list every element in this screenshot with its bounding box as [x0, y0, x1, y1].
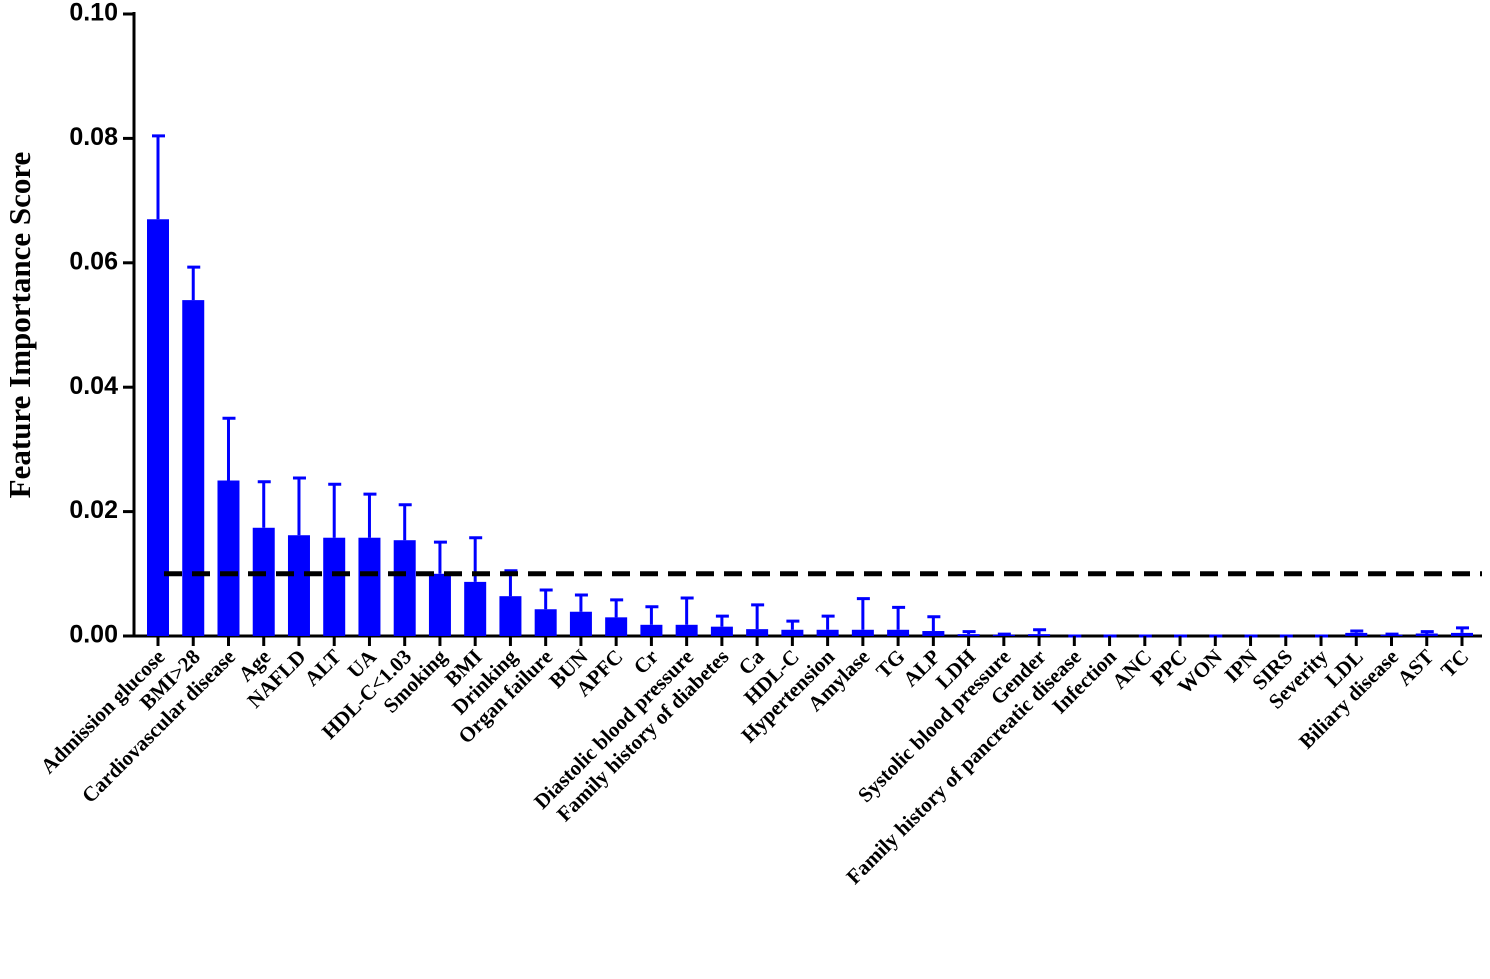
bar [1028, 634, 1051, 636]
bar [781, 629, 804, 636]
error-bar [610, 598, 624, 618]
error-bar [821, 614, 835, 630]
bar [182, 300, 205, 636]
error-bar [152, 134, 165, 220]
bar [252, 527, 275, 636]
bar [957, 634, 980, 636]
error-bar [398, 503, 412, 541]
bar [569, 611, 592, 636]
y-tick-label: 0.04 [69, 372, 118, 400]
bar [147, 219, 169, 636]
error-bar [363, 492, 377, 538]
bar [816, 629, 839, 636]
y-axis-label: Feature Importance Score [2, 152, 37, 499]
error-bar [962, 630, 976, 635]
error-bar [1420, 630, 1434, 634]
error-bar [257, 480, 271, 528]
bar [922, 631, 945, 636]
error-bar [222, 416, 236, 481]
error-bar [680, 596, 694, 625]
bar [428, 573, 451, 636]
bar [851, 629, 874, 636]
bar [217, 480, 240, 636]
bar [1451, 632, 1473, 636]
y-tick-label: 0.08 [69, 123, 118, 151]
bar [605, 617, 628, 636]
error-bar [1033, 628, 1047, 635]
error-bar [715, 614, 729, 627]
bar [393, 540, 416, 636]
bar [710, 626, 733, 636]
y-tick-label: 0.10 [69, 0, 118, 27]
error-bar [927, 615, 941, 632]
error-bar [1456, 626, 1469, 633]
bar [287, 535, 310, 636]
error-bar [292, 476, 306, 536]
bar [534, 609, 557, 636]
error-bar [997, 632, 1011, 636]
error-bar [892, 605, 906, 630]
bar [499, 596, 522, 636]
error-bar [328, 482, 342, 538]
error-bar [751, 603, 765, 630]
y-tick-label: 0.02 [69, 496, 118, 524]
error-bar [433, 540, 447, 574]
x-tick-label: AST [1392, 645, 1438, 691]
y-tick-label: 0.00 [69, 621, 118, 649]
error-bar [856, 597, 870, 630]
x-tick-label: ALT [300, 645, 346, 691]
bar [887, 629, 910, 636]
bar [746, 629, 769, 636]
bar [675, 624, 698, 636]
bar [1345, 632, 1368, 636]
error-bar [645, 605, 659, 625]
error-bar [1385, 632, 1399, 636]
error-bar [574, 593, 588, 612]
x-tick-label: TC [1436, 645, 1474, 683]
y-tick-label: 0.06 [69, 247, 118, 275]
error-bar [187, 265, 201, 301]
bar [640, 624, 663, 636]
bar [1415, 633, 1438, 636]
error-bar [786, 619, 800, 630]
bar [323, 537, 346, 636]
error-bar [1350, 629, 1364, 633]
bar [464, 581, 487, 636]
error-bar [539, 588, 553, 610]
bar [358, 537, 381, 636]
